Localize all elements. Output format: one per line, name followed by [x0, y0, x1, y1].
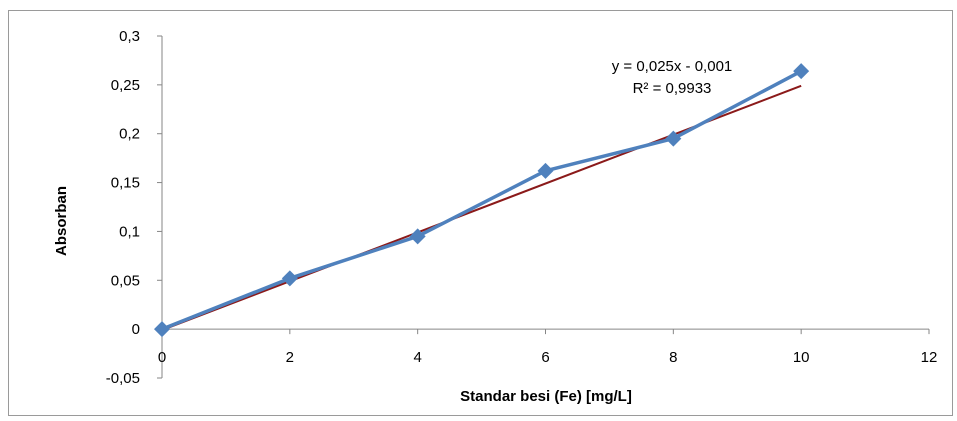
- x-tick-label: 2: [286, 349, 294, 366]
- x-tick-label: 4: [413, 349, 421, 366]
- y-tick-label: 0,15: [111, 175, 140, 192]
- x-ticks: 0 2 4 6 8 10 12: [158, 329, 938, 366]
- x-axis-title: Standar besi (Fe) [mg/L]: [460, 388, 632, 405]
- series-group: [154, 63, 810, 338]
- y-tick-label: 0,05: [111, 272, 140, 289]
- x-tick-label: 12: [921, 349, 938, 366]
- y-tick-label: 0,3: [119, 28, 140, 45]
- y-ticks: 0,3 0,25 0,2 0,15 0,1 0,05 0 -0,05: [106, 28, 162, 387]
- trendline-equation: y = 0,025x - 0,001: [612, 58, 733, 75]
- x-tick-label: 0: [158, 349, 166, 366]
- data-point: [793, 63, 810, 80]
- data-point: [281, 270, 298, 287]
- x-tick-label: 6: [541, 349, 549, 366]
- y-tick-label: -0,05: [106, 370, 140, 387]
- chart-svg: 0,3 0,25 0,2 0,15 0,1 0,05 0 -0,05 0 2 4 6 8 10 12 y …: [53, 28, 938, 405]
- chart-area: 0,3 0,25 0,2 0,15 0,1 0,05 0 -0,05 0 2 4 6 8 10 12 y …: [8, 10, 953, 416]
- x-tick-label: 10: [793, 349, 810, 366]
- series-line: [161, 69, 802, 331]
- y-tick-label: 0: [132, 321, 140, 338]
- data-point: [154, 321, 170, 338]
- y-axis-title: Absorban: [53, 186, 70, 256]
- y-tick-label: 0,2: [119, 126, 140, 143]
- trendline-r-squared: R² = 0,9933: [633, 80, 712, 97]
- x-tick-label: 8: [669, 349, 677, 366]
- axes: [161, 36, 929, 378]
- data-point: [409, 228, 426, 245]
- data-point: [665, 130, 682, 147]
- y-tick-label: 0,25: [111, 77, 140, 94]
- y-tick-label: 0,1: [119, 223, 140, 240]
- data-point: [537, 162, 554, 179]
